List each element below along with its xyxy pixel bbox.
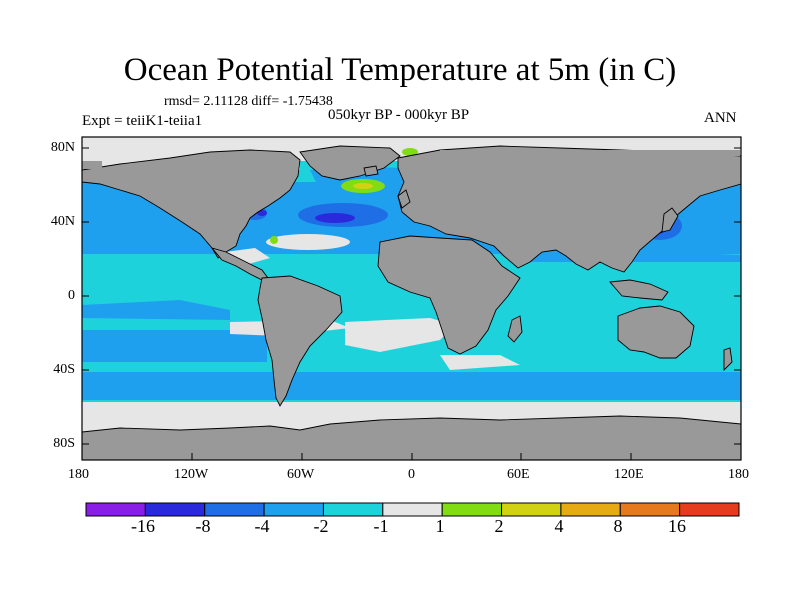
antarctica: [82, 415, 741, 460]
period-label: 050kyr BP - 000kyr BP: [328, 107, 470, 123]
colorbar-label: 16: [668, 516, 686, 536]
colorbar-box: [441, 502, 503, 517]
colorbar-box: [560, 502, 621, 517]
stats-text: rmsd= 2.11128 diff= -1.75438: [164, 94, 333, 109]
colorbar-label: -2: [313, 516, 329, 536]
y-tick-label: 40S: [53, 362, 75, 377]
colorbar-box: [382, 502, 443, 517]
south-america: [257, 275, 343, 407]
colorbar-label: -16: [131, 516, 155, 536]
x-tick-label: 180: [728, 467, 749, 482]
british-isles: [397, 189, 411, 209]
colorbar-box: [263, 502, 324, 517]
x-tick-label: 180: [68, 467, 89, 482]
y-tick-label: 0: [68, 288, 75, 303]
southeast-asia-islands: [609, 279, 669, 301]
australia: [617, 305, 695, 359]
colorbar-box: [85, 502, 146, 517]
x-tick-label: 120E: [614, 467, 644, 482]
colorbar-label: 1: [435, 516, 445, 536]
colorbar-box: [204, 502, 265, 517]
iceland: [363, 165, 379, 177]
colorbar-box: [619, 502, 681, 517]
x-tick-label: 120W: [174, 467, 209, 482]
colorbar-label: -8: [195, 516, 211, 536]
x-tick-label: 60W: [287, 467, 315, 482]
north-america: [82, 149, 301, 259]
africa: [377, 235, 521, 355]
colorbar-box: [144, 502, 206, 517]
colorbar-label: 8: [613, 516, 623, 536]
x-tick-label: 60E: [507, 467, 530, 482]
japan: [661, 207, 679, 233]
eurasia: [397, 145, 741, 273]
colorbar-box: [322, 502, 384, 517]
land-masses: [82, 145, 741, 460]
colorbar-label: 2: [494, 516, 504, 536]
experiment-label: Expt = teiiK1-teiia1: [82, 113, 203, 129]
x-tick-label: 0: [408, 467, 415, 482]
colorbar: [85, 502, 740, 517]
colorbar-label: -4: [254, 516, 270, 536]
colorbar-box: [679, 502, 740, 517]
colorbar-box: [501, 502, 562, 517]
tick-marks: [81, 147, 742, 460]
colorbar-label: -1: [373, 516, 389, 536]
y-tick-label: 80N: [50, 140, 75, 155]
new-zealand: [723, 347, 733, 372]
season-label: ANN: [704, 110, 737, 126]
madagascar: [507, 315, 523, 343]
y-tick-label: 80S: [53, 436, 75, 451]
arctic-land-blocks: [82, 150, 740, 169]
page-title: Ocean Potential Temperature at 5m (in C): [123, 52, 677, 88]
colorbar-label: 4: [554, 516, 564, 536]
y-tick-label: 40N: [50, 214, 75, 229]
